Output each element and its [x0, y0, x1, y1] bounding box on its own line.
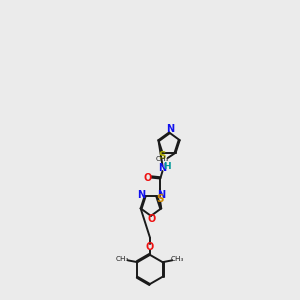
Text: S: S [157, 194, 164, 204]
Text: N: N [166, 124, 174, 134]
Text: CH₃: CH₃ [116, 256, 129, 262]
Text: CH₃: CH₃ [156, 156, 169, 162]
Text: N: N [157, 190, 165, 200]
Text: O: O [146, 242, 154, 252]
Text: H: H [163, 162, 170, 171]
Text: N: N [158, 163, 166, 173]
Text: S: S [158, 151, 165, 161]
Text: O: O [143, 172, 152, 183]
Text: O: O [147, 214, 155, 224]
Text: N: N [137, 190, 145, 200]
Text: CH₃: CH₃ [171, 256, 184, 262]
